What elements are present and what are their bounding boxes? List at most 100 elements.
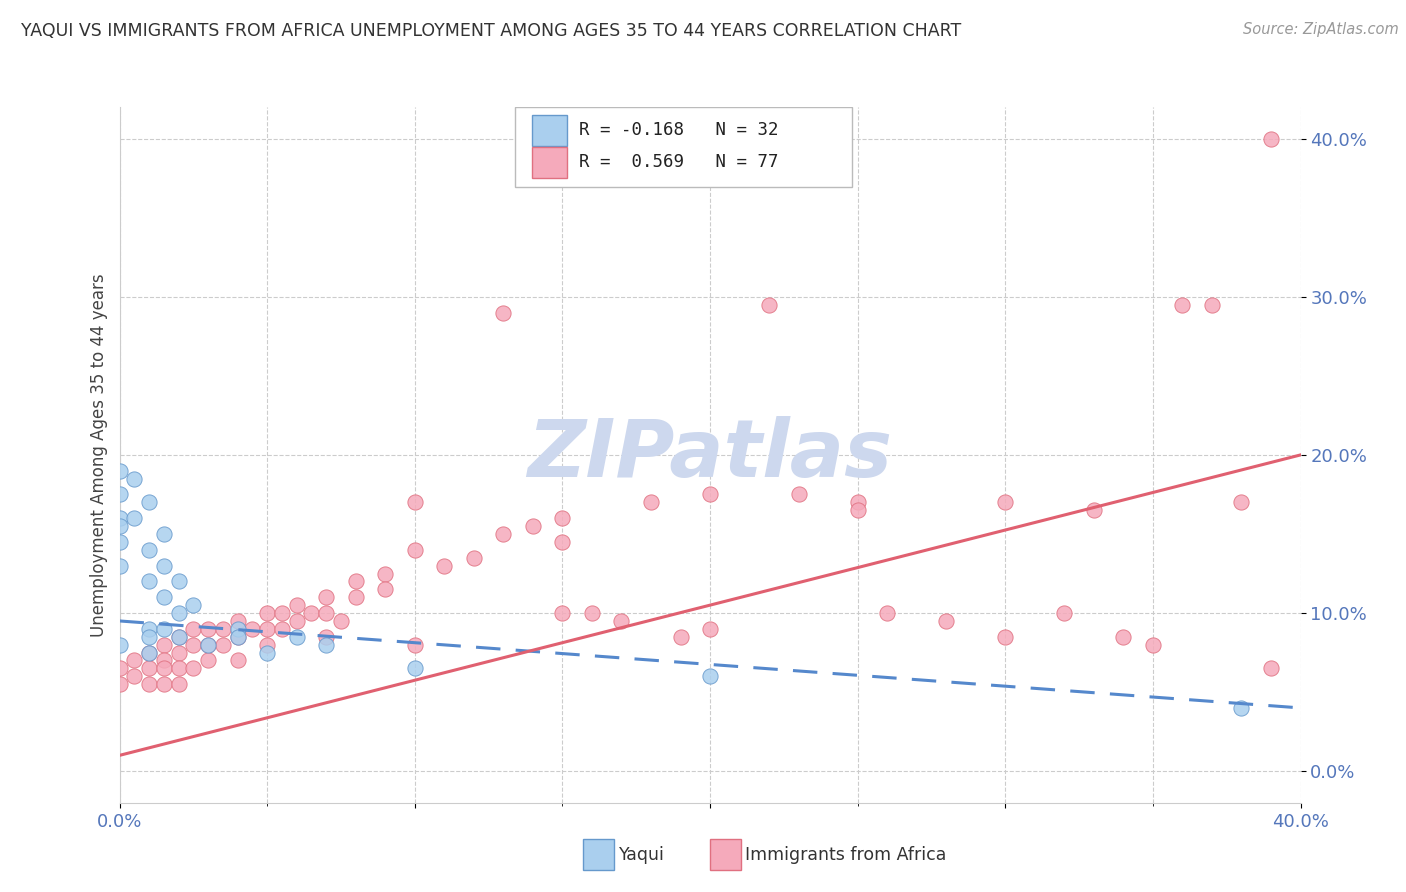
Text: R =  0.569   N = 77: R = 0.569 N = 77 [579,153,779,171]
Point [138,646,160,660]
Point [404,495,426,509]
Point [699,669,721,683]
Point [153,653,174,667]
Point [1230,701,1253,715]
Point [138,574,160,589]
Point [242,622,264,636]
Point [285,598,308,612]
Text: Yaqui: Yaqui [619,846,665,863]
Point [1260,131,1282,145]
Point [669,630,692,644]
Point [211,622,233,636]
Point [167,574,190,589]
Point [1142,638,1164,652]
Point [551,534,574,549]
Point [1201,298,1223,312]
FancyBboxPatch shape [515,107,852,187]
Point [270,606,294,620]
Point [183,638,205,652]
Point [183,661,205,675]
Point [167,606,190,620]
Point [124,511,146,525]
Point [1230,495,1253,509]
Point [846,495,869,509]
Point [1171,298,1194,312]
Point [153,638,174,652]
Point [1083,503,1105,517]
Point [935,614,957,628]
Point [492,305,515,319]
Point [153,527,174,541]
Point [138,542,160,557]
Point [522,519,544,533]
FancyBboxPatch shape [531,146,567,178]
Point [108,661,131,675]
Point [374,566,396,581]
Point [183,622,205,636]
Point [124,472,146,486]
Point [108,677,131,691]
Point [226,630,249,644]
Point [581,606,603,620]
Point [758,298,780,312]
Point [551,606,574,620]
Point [640,495,662,509]
Point [315,630,337,644]
Point [226,653,249,667]
Point [994,495,1017,509]
Point [226,630,249,644]
Point [256,606,278,620]
Point [197,638,219,652]
Point [699,487,721,501]
Point [108,558,131,573]
Point [167,646,190,660]
Point [285,630,308,644]
Point [994,630,1017,644]
Point [153,558,174,573]
FancyBboxPatch shape [531,115,567,146]
Point [551,511,574,525]
Point [226,622,249,636]
Point [404,542,426,557]
Point [404,661,426,675]
Point [315,638,337,652]
Point [108,464,131,478]
Point [108,487,131,501]
Point [876,606,898,620]
Point [108,519,131,533]
Point [463,550,485,565]
Point [433,558,456,573]
Point [138,677,160,691]
Point [329,614,352,628]
Point [108,511,131,525]
Point [138,646,160,660]
Point [124,653,146,667]
Point [153,622,174,636]
Point [226,614,249,628]
Text: ZIPatlas: ZIPatlas [527,416,893,494]
Point [315,606,337,620]
Point [108,534,131,549]
Point [404,638,426,652]
Text: YAQUI VS IMMIGRANTS FROM AFRICA UNEMPLOYMENT AMONG AGES 35 TO 44 YEARS CORRELATI: YAQUI VS IMMIGRANTS FROM AFRICA UNEMPLOY… [21,22,962,40]
Y-axis label: Unemployment Among Ages 35 to 44 years: Unemployment Among Ages 35 to 44 years [90,273,108,637]
Point [197,638,219,652]
Point [108,638,131,652]
Point [787,487,810,501]
Point [197,622,219,636]
Point [374,582,396,597]
Point [610,614,633,628]
Point [699,622,721,636]
Point [153,591,174,605]
Point [167,661,190,675]
Point [167,677,190,691]
Point [124,669,146,683]
Text: Immigrants from Africa: Immigrants from Africa [745,846,946,863]
Point [211,638,233,652]
Point [167,630,190,644]
Point [1112,630,1135,644]
Point [138,661,160,675]
Point [270,622,294,636]
Text: Source: ZipAtlas.com: Source: ZipAtlas.com [1243,22,1399,37]
Point [1053,606,1076,620]
